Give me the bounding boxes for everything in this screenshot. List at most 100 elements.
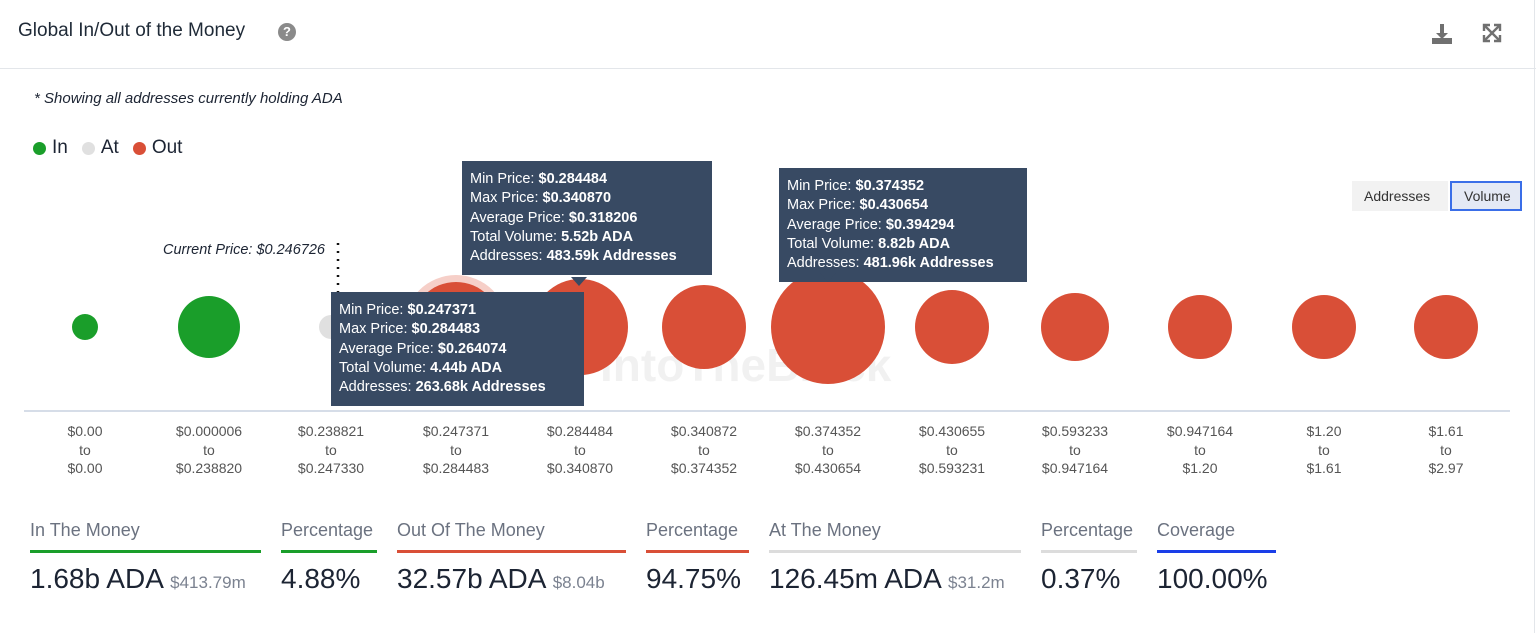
bubble-7[interactable] [771, 270, 885, 384]
stat-label: At The Money [769, 520, 881, 540]
tooltip-pointer [820, 273, 836, 282]
x-tick-to: $2.97 [1428, 460, 1464, 476]
stat-value: 32.57b ADA [397, 563, 545, 594]
stat-value: 0.37% [1041, 563, 1121, 594]
x-tick-label: $0.430655 to $0.593231 [897, 422, 1007, 478]
stat-usd-value: $8.04b [552, 573, 605, 592]
tooltip-value: 5.52b ADA [561, 228, 634, 245]
tooltip-value: $0.264074 [437, 340, 507, 357]
x-tick-label: $0.593233 to $0.947164 [1020, 422, 1130, 478]
x-tick-from: $0.284484 [546, 423, 614, 439]
tooltip-key: Min Price: [339, 302, 408, 318]
x-tick-label: $1.20 to $1.61 [1269, 422, 1379, 478]
stat-value-group: 4.88% [281, 563, 360, 595]
tooltip-line: Addresses: 483.59k Addresses [470, 247, 704, 266]
tooltip-line: Max Price: $0.430654 [787, 196, 1019, 215]
x-tick-to-word: to [946, 441, 958, 458]
volume-toggle-button[interactable]: Volume [1450, 181, 1522, 211]
stat-underline [281, 550, 377, 553]
stat-value: 94.75% [646, 563, 741, 594]
x-tick-from: $0.000006 [175, 423, 243, 439]
tooltip-line: Max Price: $0.340870 [470, 189, 704, 208]
x-tick-from: $0.593233 [1041, 423, 1109, 439]
legend: In At Out [33, 137, 182, 159]
page-title: Global In/Out of the Money [18, 20, 246, 41]
legend-at-label: At [100, 137, 119, 158]
x-tick-label: $0.00 to $0.00 [30, 422, 140, 478]
stat-value-group: 100.00% [1157, 563, 1268, 595]
x-tick-from: $0.430655 [918, 423, 986, 439]
tooltip-line: Total Volume: 8.82b ADA [787, 235, 1019, 254]
x-tick-to: $0.593231 [918, 460, 986, 476]
x-tick-label: $0.238821 to $0.247330 [276, 422, 386, 478]
stat-label: Coverage [1157, 520, 1236, 540]
stat-label: Out Of The Money [397, 520, 545, 540]
x-tick-from: $1.20 [1306, 423, 1342, 439]
bubble-11[interactable] [1292, 295, 1356, 359]
x-tick-to: $0.947164 [1041, 460, 1109, 476]
legend-at-dot [81, 141, 95, 155]
tooltip-line: Average Price: $0.318206 [470, 209, 704, 228]
tooltip-key: Max Price: [470, 190, 543, 207]
stat-label: In The Money [30, 520, 140, 540]
x-tick-from: $0.947164 [1166, 423, 1234, 439]
tooltip-line: Total Volume: 5.52b ADA [470, 228, 704, 247]
tooltip-value: 8.82b ADA [878, 235, 951, 252]
tooltip-bucket-5: Min Price: $0.284484 Max Price: $0.340870… [462, 161, 712, 276]
x-tick-to-word: to [1318, 441, 1330, 458]
stat-value: 4.88% [281, 563, 361, 594]
tooltip-value: $0.247371 [407, 302, 477, 318]
x-tick-from: $0.238821 [297, 423, 365, 439]
x-tick-to-word: to [203, 441, 215, 458]
bubble-9[interactable] [1041, 293, 1109, 361]
legend-out-dot [132, 141, 146, 155]
stat-label: Percentage [646, 520, 739, 540]
x-tick-to: $1.61 [1306, 460, 1342, 476]
stat-value-group: 32.57b ADA $8.04b [397, 563, 605, 595]
download-icon[interactable] [1430, 22, 1454, 46]
stat-value-group: 126.45m ADA $31.2m [769, 563, 1005, 595]
tooltip-key: Min Price: [470, 171, 539, 187]
tooltip-line: Addresses: 263.68k Addresses [339, 378, 576, 397]
stat-usd-value: $31.2m [948, 573, 1005, 592]
x-tick-from: $0.340872 [670, 423, 738, 439]
x-tick-label: $0.374352 to $0.430654 [773, 422, 883, 478]
tooltip-value: $0.430654 [859, 197, 929, 214]
bubble-10[interactable] [1168, 295, 1232, 359]
tooltip-line: Min Price: $0.284484 [470, 170, 704, 189]
bubble-6[interactable] [662, 285, 746, 369]
tooltip-value: $0.284484 [538, 171, 608, 187]
x-tick-label: $0.247371 to $0.284483 [401, 422, 511, 478]
stat-usd-value: $413.79m [170, 573, 246, 592]
header-divider [0, 68, 1536, 69]
stat-underline [1157, 550, 1276, 553]
addresses-toggle-button[interactable]: Addresses [1352, 181, 1448, 211]
stat-underline [30, 550, 261, 553]
x-tick-from: $0.00 [67, 423, 103, 439]
bubble-2[interactable] [178, 296, 240, 358]
stat-underline [646, 550, 749, 553]
holding-note: * Showing all addresses currently holdin… [34, 90, 343, 107]
bubble-12[interactable] [1414, 295, 1478, 359]
x-tick-to-word: to [450, 441, 462, 458]
x-tick-to-word: to [574, 441, 586, 458]
legend-in-dot [33, 141, 46, 155]
tooltip-value: $0.394294 [885, 216, 955, 233]
tooltip-key: Addresses: [339, 379, 416, 396]
tooltip-value: 481.96k Addresses [863, 255, 994, 272]
bubble-1[interactable] [72, 314, 98, 340]
x-tick-to: $0.340870 [546, 460, 614, 476]
expand-icon[interactable] [1481, 22, 1503, 44]
x-tick-to: $0.374352 [670, 460, 738, 476]
bubble-8[interactable] [915, 290, 989, 364]
tooltip-value: 263.68k Addresses [415, 379, 546, 396]
tooltip-key: Average Price: [787, 216, 886, 233]
x-tick-to: $0.247330 [297, 460, 365, 476]
tooltip-key: Addresses: [787, 255, 864, 272]
x-tick-to-word: to [79, 441, 91, 458]
question-circle-icon[interactable]: ? [278, 23, 296, 41]
x-tick-to: $0.284483 [422, 460, 490, 476]
stat-value-group: 1.68b ADA $413.79m [30, 563, 246, 595]
tooltip-line: Min Price: $0.247371 [339, 301, 576, 320]
tooltip-line: Total Volume: 4.44b ADA [339, 359, 576, 378]
